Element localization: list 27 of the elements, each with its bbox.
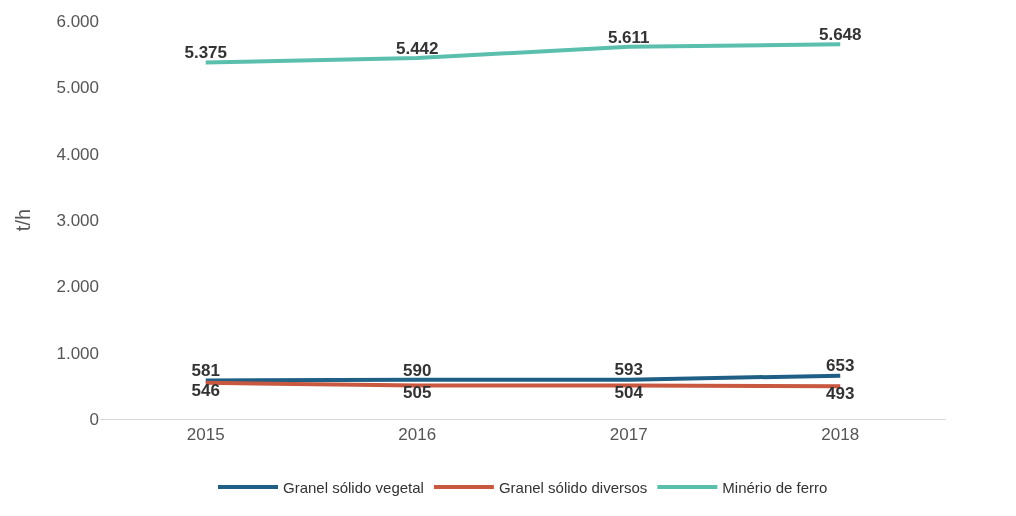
data-label: 590 <box>403 360 432 380</box>
data-label: 581 <box>191 361 220 381</box>
y-tick-label: 6.000 <box>56 11 99 31</box>
y-tick-label: 5.000 <box>56 78 99 98</box>
x-tick-label: 2017 <box>609 425 648 445</box>
data-label: 5.648 <box>818 25 862 45</box>
data-label: 593 <box>614 360 643 380</box>
y-tick-label: 3.000 <box>56 210 99 230</box>
data-label: 5.442 <box>395 38 439 58</box>
legend-label: Granel sólido vegetal <box>283 478 424 496</box>
legend-label: Minério de ferro <box>722 478 828 496</box>
data-label: 5.611 <box>607 27 650 47</box>
y-tick-label: 4.000 <box>56 144 99 164</box>
y-tick-label: 0 <box>89 409 99 429</box>
y-tick-label: 2.000 <box>56 277 99 297</box>
data-label: 5.375 <box>184 43 228 63</box>
data-label: 493 <box>826 384 855 404</box>
legend-label: Granel sólido diversos <box>498 478 648 496</box>
x-tick-label: 2016 <box>398 425 437 445</box>
y-axis-title: t/h <box>11 208 34 232</box>
x-tick-label: 2015 <box>186 425 225 445</box>
data-label: 504 <box>614 383 644 403</box>
data-label: 505 <box>403 383 432 403</box>
y-tick-label: 1.000 <box>56 343 99 363</box>
data-label: 546 <box>191 380 220 400</box>
x-tick-label: 2018 <box>821 425 860 445</box>
data-label: 653 <box>826 356 855 376</box>
